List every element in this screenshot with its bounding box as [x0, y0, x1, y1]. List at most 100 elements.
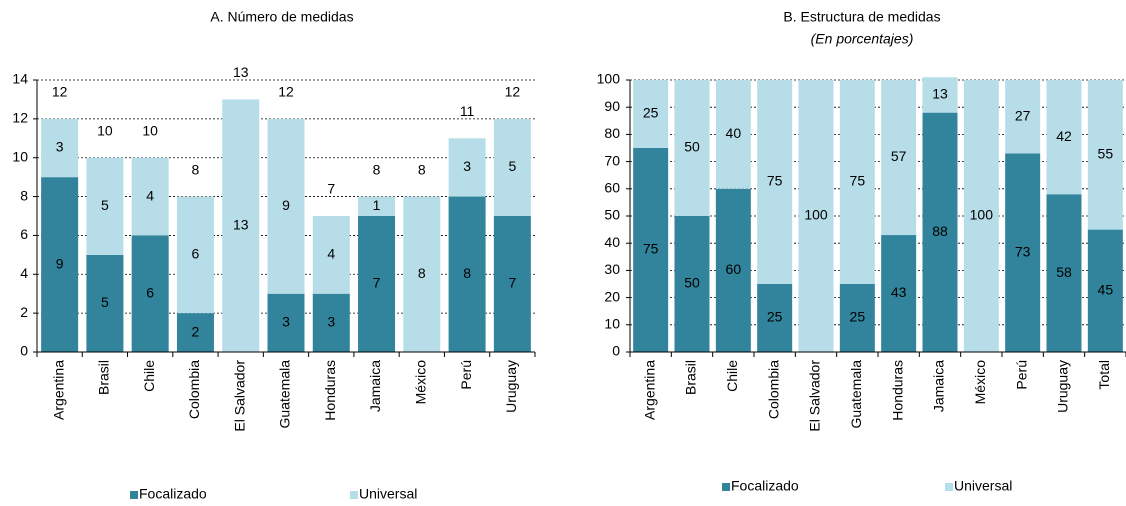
total-label: 11	[460, 103, 475, 119]
bar-segment	[312, 293, 350, 352]
total-label: 8	[418, 161, 426, 177]
bar-segment	[715, 80, 751, 189]
x-tick-label: Guatemala	[277, 360, 293, 429]
x-tick-label: Jamaica	[931, 360, 947, 412]
legend-label: Universal	[359, 486, 417, 502]
bar-segment	[1087, 229, 1123, 352]
data-label: 50	[684, 275, 700, 291]
bar-segment	[86, 157, 124, 255]
bar-segment	[312, 216, 350, 294]
bar-segment	[1046, 194, 1082, 352]
data-label: 7	[373, 275, 381, 291]
chart-subtitle: (En porcentajes)	[811, 31, 914, 47]
bar-segment	[922, 112, 958, 352]
total-label: 12	[505, 84, 521, 100]
bar-segment	[1087, 80, 1123, 230]
x-tick-label: Perú	[458, 360, 474, 390]
total-label: 10	[142, 122, 158, 138]
y-tick-label: 12	[12, 110, 28, 126]
y-tick-label: 2	[20, 304, 28, 320]
bar-segment	[448, 138, 486, 197]
bar-segment	[633, 80, 669, 148]
x-tick-label: Honduras	[889, 360, 905, 421]
bar-segment	[222, 99, 260, 352]
data-label: 5	[508, 158, 516, 174]
x-tick-label: Jamaica	[367, 360, 383, 412]
x-tick-label: Colombia	[765, 360, 781, 419]
bar-segment	[267, 293, 305, 352]
total-label: 13	[233, 64, 249, 80]
legend-swatch	[350, 491, 358, 499]
bar-segment	[963, 80, 999, 352]
data-label: 75	[850, 173, 866, 189]
bar-segment	[267, 118, 305, 294]
data-label: 3	[463, 158, 471, 174]
bar-segment	[757, 80, 793, 284]
x-tick-label: El Salvador	[807, 360, 823, 432]
chart-title: B. Estructura de medidas	[783, 9, 940, 25]
data-label: 25	[643, 105, 659, 121]
bar-segment	[358, 196, 396, 216]
legend-swatch	[722, 483, 730, 491]
data-label: 3	[282, 314, 290, 330]
data-label: 45	[1098, 282, 1114, 298]
data-label: 42	[1056, 128, 1072, 144]
data-label: 73	[1015, 243, 1031, 259]
x-tick-label: México	[413, 360, 429, 405]
y-tick-label: 60	[604, 180, 620, 196]
data-label: 13	[233, 216, 249, 232]
data-label: 100	[970, 207, 994, 223]
bar-segment	[633, 148, 669, 352]
legend-label: Universal	[954, 478, 1012, 494]
x-tick-label: Honduras	[322, 360, 338, 421]
bar-segment	[358, 216, 396, 352]
y-tick-label: 70	[604, 152, 620, 168]
bar-segment	[131, 235, 169, 352]
bar-segment	[839, 284, 875, 352]
bar-segment	[176, 313, 214, 352]
bar-segment	[881, 235, 917, 352]
data-label: 2	[192, 323, 200, 339]
y-tick-label: 6	[20, 226, 28, 242]
y-tick-label: 10	[604, 316, 620, 332]
x-tick-label: Perú	[1013, 360, 1029, 390]
data-label: 75	[767, 173, 783, 189]
total-label: 7	[327, 181, 335, 197]
data-label: 55	[1098, 146, 1114, 162]
data-label: 6	[192, 246, 200, 262]
data-label: 9	[282, 197, 290, 213]
data-label: 4	[146, 187, 154, 203]
y-tick-label: 30	[604, 261, 620, 277]
bar-segment	[493, 118, 531, 216]
x-tick-label: Chile	[141, 360, 157, 392]
data-label: 4	[327, 246, 335, 262]
total-label: 8	[192, 161, 200, 177]
data-label: 25	[850, 309, 866, 325]
bar-segment	[41, 118, 79, 178]
y-tick-label: 100	[597, 71, 621, 87]
data-label: 8	[463, 265, 471, 281]
x-tick-label: Chile	[724, 360, 740, 392]
legend-swatch	[130, 491, 138, 499]
legend-swatch	[945, 483, 953, 491]
x-tick-label: Uruguay	[1055, 360, 1071, 413]
total-label: 12	[52, 84, 68, 100]
data-label: 75	[643, 241, 659, 257]
bar-segment	[1046, 80, 1082, 195]
bar-segment	[493, 216, 531, 352]
data-label: 8	[418, 265, 426, 281]
data-label: 1	[373, 197, 381, 213]
y-tick-label: 4	[20, 265, 28, 281]
data-label: 5	[101, 294, 109, 310]
bar-segment	[131, 157, 169, 236]
y-tick-label: 8	[20, 187, 28, 203]
bar-segment	[1005, 80, 1041, 154]
bar-segment	[798, 80, 834, 352]
data-label: 57	[891, 148, 907, 164]
bar-segment	[757, 284, 793, 352]
bar-segment	[839, 80, 875, 284]
data-label: 5	[101, 197, 109, 213]
total-label: 8	[373, 161, 381, 177]
x-tick-label: Brasil	[683, 360, 699, 395]
bar-segment	[715, 188, 751, 352]
